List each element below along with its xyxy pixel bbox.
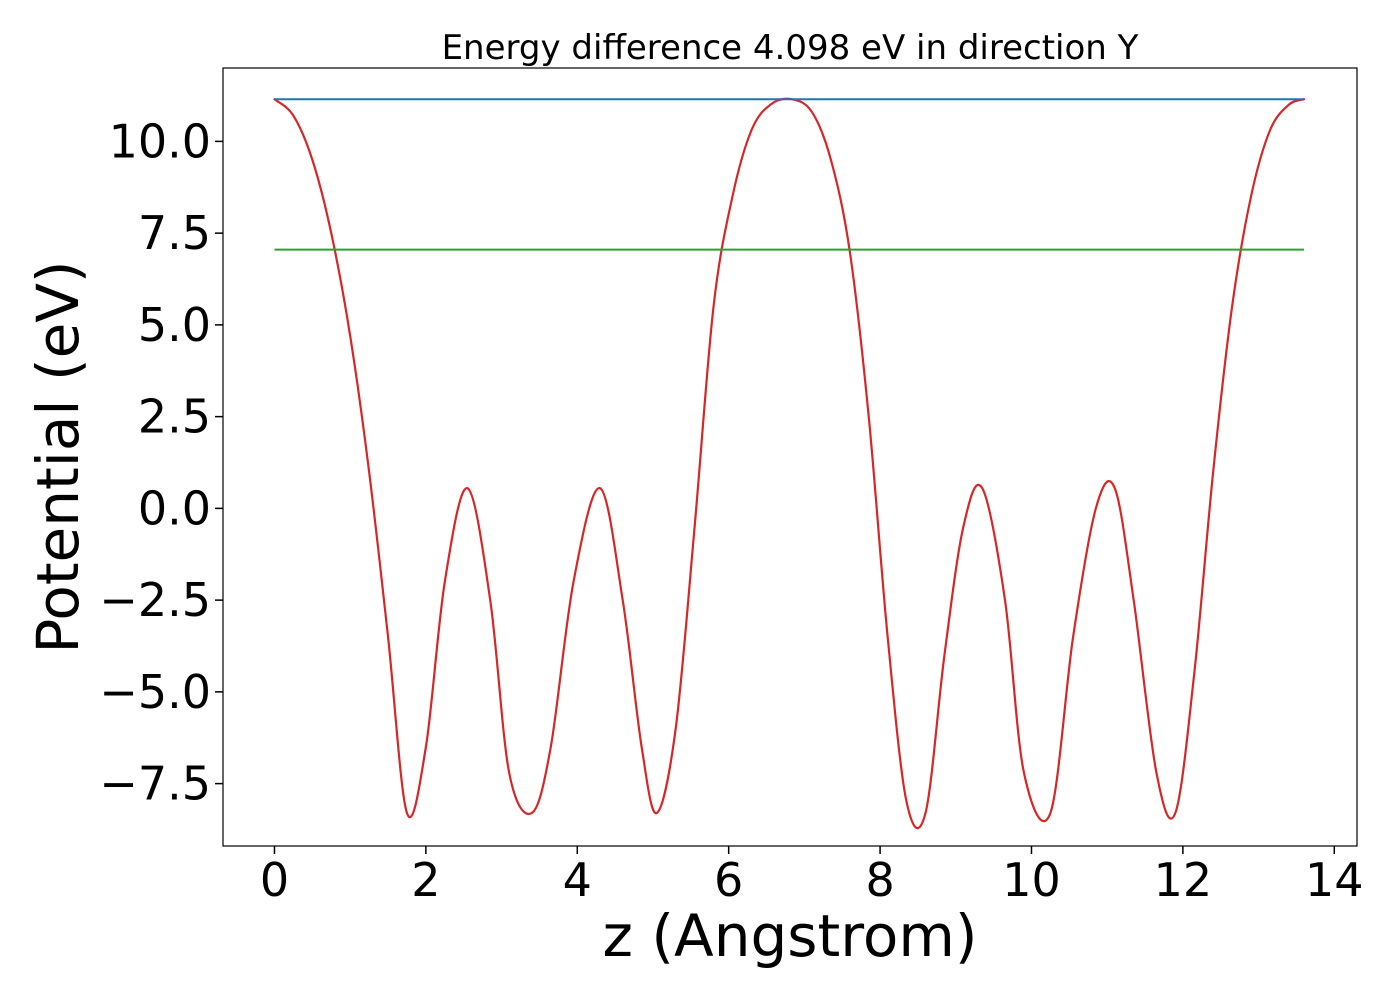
y-axis-label: Potential (eV)	[24, 260, 92, 653]
x-tick-label: 2	[411, 853, 440, 907]
y-tick-label: 5.0	[138, 298, 211, 352]
y-tick-label: −5.0	[99, 665, 211, 719]
x-axis-label: z (Angstrom)	[603, 902, 978, 970]
y-tick-label: 10.0	[109, 114, 211, 168]
x-tick-label: 8	[865, 853, 894, 907]
x-tick-label: 0	[260, 853, 289, 907]
x-axis: 0 2 4 6 8 10 12 14	[260, 846, 1364, 907]
axes-spines	[222, 67, 1358, 847]
chart-title: Energy difference 4.098 eV in direction …	[442, 28, 1139, 68]
plot-frame	[223, 68, 1357, 846]
x-tick-label: 10	[1002, 853, 1061, 907]
x-tick-label: 4	[563, 853, 592, 907]
y-axis: 10.0 7.5 5.0 2.5 0.0 −2.5 −5.0 −7.5	[99, 114, 223, 811]
series-layer	[273, 97, 1306, 830]
y-tick-label: −2.5	[99, 573, 211, 627]
x-tick-label: 6	[714, 853, 743, 907]
y-tick-label: 2.5	[138, 390, 211, 444]
x-tick-label: 12	[1154, 853, 1213, 907]
y-tick-label: 7.5	[138, 206, 211, 260]
y-tick-label: −7.5	[99, 757, 211, 811]
plot-area	[222, 67, 1358, 847]
y-tick-label: 0.0	[138, 481, 211, 535]
x-tick-label: 14	[1305, 853, 1364, 907]
